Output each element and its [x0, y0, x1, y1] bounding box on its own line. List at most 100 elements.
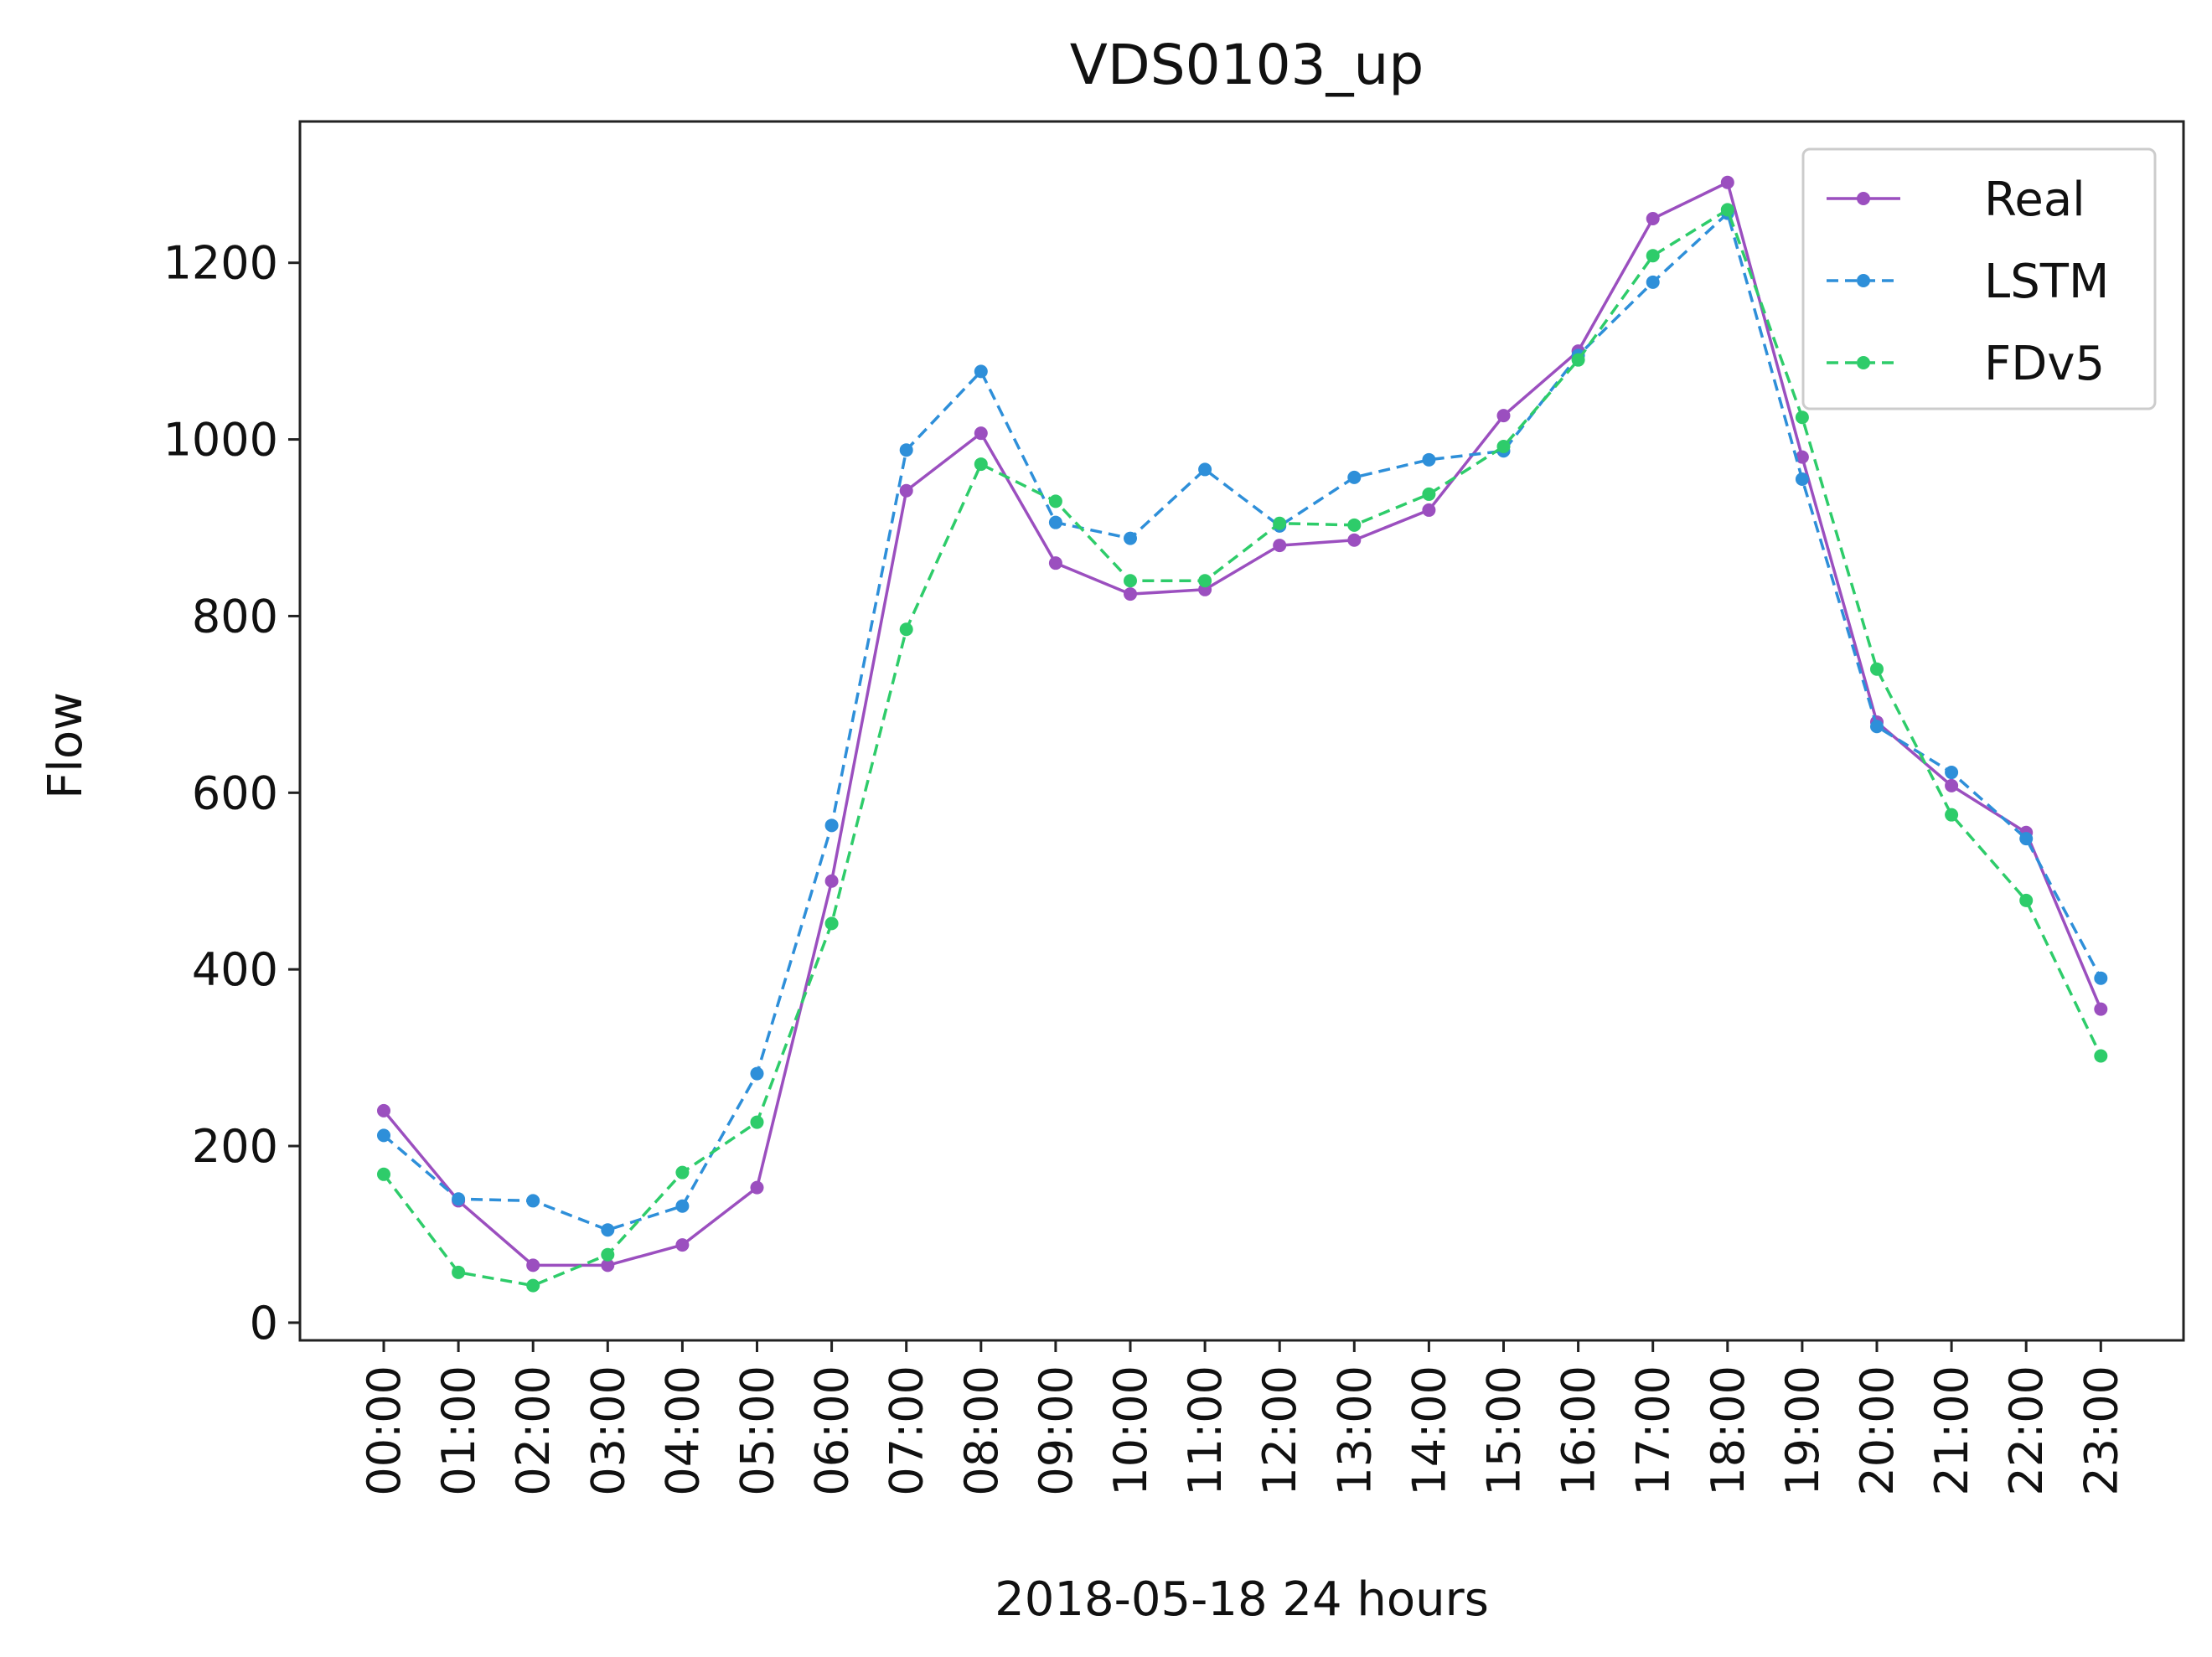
- x-axis-label: 2018-05-18 24 hours: [995, 1572, 1489, 1627]
- legend-marker-fdv5: [1857, 356, 1870, 369]
- data-point-fdv5: [377, 1167, 390, 1181]
- series-line-real: [382, 181, 2102, 1267]
- data-point-real: [601, 1258, 615, 1272]
- y-axis: 0 200 400 600 800 1000 1200: [163, 237, 300, 1350]
- series-fdv5: [377, 203, 2108, 1293]
- series-line-lstm: [382, 211, 2102, 1231]
- x-tick-label: 23:00: [2075, 1365, 2127, 1496]
- data-point-fdv5: [2094, 1049, 2108, 1063]
- data-point-fdv5: [1571, 353, 1585, 367]
- data-point-fdv5: [1198, 574, 1212, 588]
- y-tick-label: 1200: [163, 237, 278, 290]
- y-tick-label: 1000: [163, 414, 278, 467]
- x-tick-label: 07:00: [881, 1365, 933, 1496]
- data-point-fdv5: [675, 1165, 690, 1180]
- data-point-lstm: [526, 1194, 540, 1208]
- legend-box: [1801, 147, 2157, 410]
- data-point-real: [1945, 778, 1959, 792]
- data-point-fdv5: [526, 1278, 540, 1293]
- legend-marker-real: [1857, 192, 1870, 205]
- data-point-fdv5: [1048, 494, 1062, 508]
- data-point-lstm: [1198, 462, 1212, 477]
- x-tick-label: 08:00: [955, 1365, 1008, 1496]
- data-point-real: [1347, 533, 1362, 547]
- data-point-lstm: [1945, 766, 1959, 780]
- data-point-lstm: [2019, 832, 2034, 846]
- x-tick-label: 16:00: [1553, 1365, 1605, 1496]
- x-tick-label: 04:00: [656, 1365, 709, 1496]
- x-tick-label: 21:00: [1925, 1365, 1978, 1496]
- data-point-fdv5: [1496, 440, 1511, 453]
- y-tick-label: 800: [192, 590, 278, 643]
- data-point-lstm: [377, 1128, 390, 1143]
- x-tick-label: 11:00: [1179, 1365, 1232, 1496]
- data-point-real: [675, 1238, 690, 1252]
- legend-label-fdv5: FDv5: [1984, 337, 2105, 391]
- chart-title: VDS0103_up: [1070, 33, 1424, 97]
- data-point-real: [899, 483, 913, 498]
- data-point-lstm: [1646, 275, 1660, 289]
- x-tick-label: 19:00: [1776, 1365, 1829, 1496]
- legend-label-real: Real: [1984, 173, 2085, 227]
- x-tick-label: 09:00: [1030, 1365, 1083, 1496]
- legend-label-lstm: LSTM: [1984, 255, 2109, 309]
- data-point-lstm: [675, 1199, 690, 1213]
- data-point-fdv5: [974, 457, 988, 472]
- data-point-lstm: [1048, 515, 1062, 529]
- data-point-fdv5: [899, 622, 913, 637]
- data-point-fdv5: [750, 1115, 764, 1129]
- data-point-lstm: [824, 818, 839, 833]
- data-point-real: [1124, 587, 1137, 601]
- data-point-real: [974, 426, 988, 441]
- data-point-lstm: [750, 1066, 764, 1081]
- x-tick-label: 15:00: [1478, 1365, 1531, 1496]
- x-tick-label: 05:00: [731, 1365, 784, 1496]
- data-point-lstm: [1870, 720, 1884, 734]
- data-point-real: [526, 1258, 540, 1272]
- x-tick-label: 17:00: [1627, 1365, 1680, 1496]
- data-point-fdv5: [1422, 487, 1436, 501]
- y-tick-label: 200: [192, 1120, 278, 1173]
- data-point-fdv5: [1720, 203, 1734, 217]
- data-point-real: [1048, 556, 1062, 570]
- data-point-fdv5: [2019, 893, 2034, 907]
- data-point-lstm: [974, 364, 988, 379]
- data-point-fdv5: [1945, 808, 1959, 822]
- data-point-fdv5: [601, 1247, 615, 1262]
- x-tick-label: 00:00: [358, 1365, 411, 1496]
- data-point-real: [1422, 503, 1436, 517]
- x-tick-label: 13:00: [1328, 1365, 1381, 1496]
- data-point-real: [1496, 409, 1511, 423]
- data-point-fdv5: [1646, 249, 1660, 263]
- data-point-lstm: [1124, 531, 1137, 545]
- data-point-real: [1273, 539, 1287, 553]
- data-point-real: [750, 1180, 764, 1195]
- y-tick-label: 400: [192, 943, 278, 996]
- data-point-lstm: [1347, 470, 1362, 484]
- series-line-fdv5: [382, 208, 2102, 1288]
- data-point-lstm: [2094, 971, 2108, 985]
- x-tick-label: 02:00: [507, 1365, 560, 1496]
- data-point-real: [2094, 1002, 2108, 1016]
- y-tick-label: 600: [192, 767, 278, 819]
- data-point-real: [1795, 450, 1809, 464]
- data-point-lstm: [1422, 452, 1436, 467]
- data-point-fdv5: [1124, 574, 1137, 588]
- data-point-fdv5: [452, 1265, 466, 1279]
- data-point-lstm: [452, 1192, 466, 1206]
- x-axis: 00:00 01:00 02:00 03:00 04:00 05:00 06:00 07:00…: [358, 1340, 2127, 1496]
- data-point-lstm: [1795, 472, 1809, 487]
- data-point-lstm: [899, 443, 913, 457]
- y-tick-label: 0: [250, 1297, 278, 1350]
- x-tick-label: 14:00: [1403, 1365, 1455, 1496]
- data-point-real: [1646, 211, 1660, 225]
- data-point-fdv5: [1870, 662, 1884, 676]
- data-point-real: [377, 1103, 390, 1118]
- data-point-real: [824, 874, 839, 888]
- y-axis-label: Flow: [39, 692, 93, 799]
- data-point-fdv5: [1795, 410, 1809, 425]
- series-layer: [377, 175, 2108, 1293]
- data-point-lstm: [601, 1223, 615, 1237]
- data-point-fdv5: [824, 916, 839, 931]
